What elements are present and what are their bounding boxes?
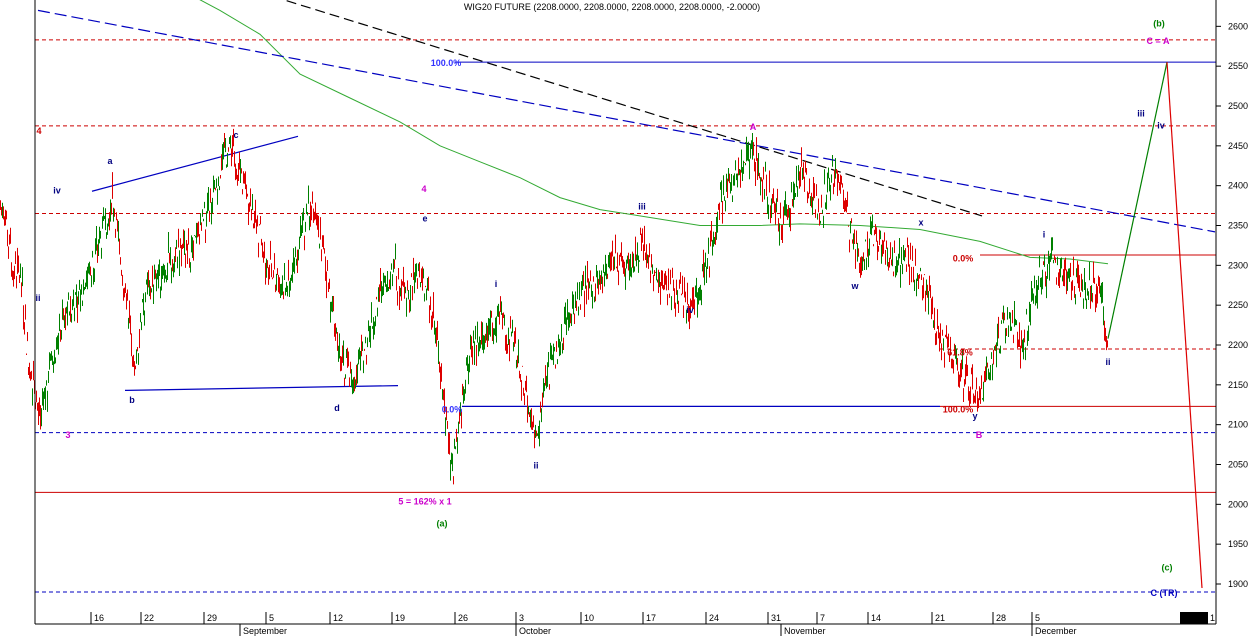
wave-label: a — [107, 156, 113, 166]
month-label: October — [519, 626, 551, 636]
x-tick-label: 24 — [709, 613, 719, 623]
x-tick-label: 3 — [519, 613, 524, 623]
wave-label: A — [750, 122, 757, 132]
x-tick-label: 16 — [94, 613, 104, 623]
y-tick-label: 2450 — [1228, 141, 1248, 151]
wave-label: 100.0% — [431, 58, 462, 68]
ma-line — [199, 0, 1109, 265]
wave-label: b — [129, 395, 135, 405]
trend-line — [1166, 62, 1203, 589]
wave-label: ii — [35, 293, 40, 303]
horizontal-levels — [35, 39, 1216, 593]
y-tick-label: 2500 — [1228, 101, 1248, 111]
y-tick-label: 2000 — [1228, 499, 1248, 509]
wave-label: 0.0% — [953, 253, 974, 263]
trend-line — [91, 135, 299, 192]
x-tick-label: 5 — [269, 613, 274, 623]
wave-label: iv — [1157, 120, 1165, 130]
x-tick-label: 29 — [207, 613, 217, 623]
wave-label: (b) — [1153, 18, 1165, 28]
chart-title: WIG20 FUTURE (2208.0000, 2208.0000, 2208… — [464, 2, 760, 12]
y-tick-label: 2400 — [1228, 181, 1248, 191]
x-tick-label: 17 — [646, 613, 656, 623]
y-tick-label: 2550 — [1228, 61, 1248, 71]
y-tick-label: 2250 — [1228, 300, 1248, 310]
price-series — [0, 128, 1108, 485]
x-tick-label: 14 — [871, 613, 881, 623]
wave-label: 100.0% — [943, 405, 974, 415]
y-tick-label: 2350 — [1228, 220, 1248, 230]
wave-label: 4 — [36, 126, 41, 136]
wave-label: ii — [533, 460, 538, 470]
wave-label: iv — [53, 186, 61, 196]
month-label: November — [784, 626, 826, 636]
month-label: September — [243, 626, 287, 636]
x-tick-label: 7 — [820, 613, 825, 623]
wave-label: i — [1043, 229, 1046, 239]
wave-label: iv — [686, 305, 694, 315]
wave-label: 3 — [65, 430, 70, 440]
x-tick-label: 28 — [996, 613, 1006, 623]
y-tick-label: 2300 — [1228, 260, 1248, 270]
y-tick-label: 1950 — [1228, 539, 1248, 549]
wave-label: (a) — [437, 519, 448, 529]
last-bar-block — [1180, 612, 1208, 624]
wave-label: w — [850, 281, 859, 291]
x-tick-label: 21 — [935, 613, 945, 623]
wave-label: (c) — [1162, 562, 1173, 572]
y-tick-label: 2050 — [1228, 459, 1248, 469]
x-tick-label: 19 — [395, 613, 405, 623]
trend-line — [282, 0, 983, 217]
y-tick-label: 1900 — [1228, 579, 1248, 589]
x-tick-label: 31 — [771, 613, 781, 623]
moving-average — [199, 0, 1109, 265]
y-tick-label: 2600 — [1228, 21, 1248, 31]
wave-label: C (TR) — [1151, 588, 1178, 598]
wave-label: B — [976, 430, 983, 440]
x-tick-label: 5 — [1035, 613, 1040, 623]
trend-line — [1107, 62, 1168, 339]
wave-label: iii — [1137, 108, 1145, 118]
x-tick-label: 10 — [584, 613, 594, 623]
x-tick-label: 12 — [333, 613, 343, 623]
wave-label: i — [495, 279, 498, 289]
wave-label: ii — [1105, 357, 1110, 367]
wave-label: 4 — [421, 184, 426, 194]
x-tick-label: 22 — [144, 613, 154, 623]
wave-label: iii — [638, 202, 646, 212]
y-tick-label: 2150 — [1228, 380, 1248, 390]
wave-label: c — [233, 130, 238, 140]
month-label: December — [1035, 626, 1077, 636]
wave-label: 61.8% — [947, 347, 973, 357]
y-tick-label: 2200 — [1228, 340, 1248, 350]
x-axis: 16 22 29 5 12 19 26 3 10 17 24 31 7 14 21 28 5 September O… — [90, 612, 1215, 636]
trend-line — [37, 9, 1216, 233]
y-tick-label: 2100 — [1228, 420, 1248, 430]
x-tick-label: 26 — [458, 613, 468, 623]
wave-label: e — [422, 214, 427, 224]
wave-label: C = A — [1147, 36, 1170, 46]
wave-label: 0.0% — [442, 405, 463, 415]
x-tick-label: 1 — [1210, 613, 1215, 623]
y-axis: 1900 1950 2000 2050 2100 2150 2200 2250 2300 2350… — [1216, 21, 1248, 589]
wave-label: 5 = 162% x 1 — [398, 496, 451, 506]
wave-label: y — [972, 411, 977, 421]
wave-label: x — [918, 217, 923, 227]
wave-label: d — [334, 403, 340, 413]
